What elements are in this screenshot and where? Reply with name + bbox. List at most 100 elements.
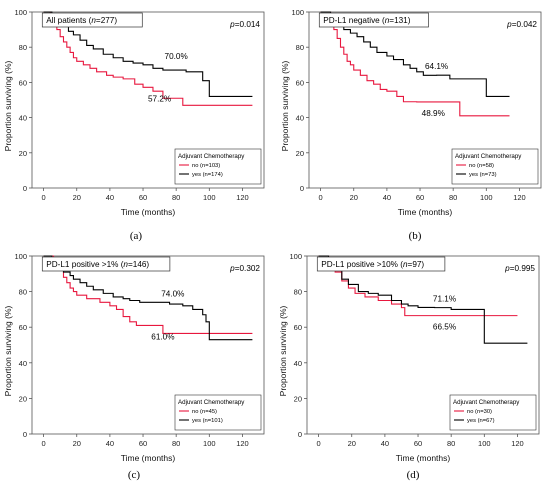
y-tick-label: 40 — [296, 114, 304, 123]
y-tick-label: 80 — [19, 43, 27, 52]
y-axis-label: Proportion surviving (%) — [3, 305, 13, 396]
y-axis-label: Proportion surviving (%) — [278, 305, 288, 396]
y-tick-label: 40 — [294, 359, 302, 368]
y-tick-label: 20 — [19, 149, 27, 158]
y-tick-label: 80 — [296, 43, 304, 52]
chart-title: All patients (n=277) — [41, 12, 143, 28]
y-tick-label: 0 — [23, 184, 27, 193]
km-curve-yes — [43, 255, 253, 341]
y-axis-label: Proportion surviving (%) — [280, 60, 290, 151]
legend: Adjuvant Chemotherapy no (n=58) yes (n=73) — [451, 148, 539, 185]
panel-label-c: (c) — [127, 469, 141, 481]
x-tick-label: 0 — [319, 193, 323, 202]
y-tick-label: 60 — [294, 323, 302, 332]
title-text: All patients (n=277) — [46, 16, 117, 25]
legend-entry-no: no (n=45) — [192, 409, 217, 415]
km-curve-no — [43, 255, 253, 334]
title-box — [318, 12, 429, 28]
legend-box — [449, 394, 537, 431]
legend-entry-no: no (n=58) — [469, 163, 494, 169]
x-axis-label: Time (months) — [396, 453, 451, 463]
x-tick-label: 120 — [236, 439, 249, 448]
chart-title: PD-L1 positive >1% (n=146) — [41, 256, 171, 272]
x-tick-label: 40 — [381, 439, 389, 448]
plot-frame — [31, 11, 265, 189]
title-text: PD-L1 negative (n=131) — [323, 16, 410, 25]
legend-box — [174, 148, 262, 185]
survival-annotation: 48.9% — [422, 109, 445, 118]
x-tick-label: 80 — [172, 439, 180, 448]
km-panel-a: 0 20 40 60 80 100 0 20 40 60 80 100 120 Time (months)… — [0, 0, 275, 244]
km-panel-d: 0 20 40 60 80 100 0 20 40 60 80 100 120 Time (months)… — [275, 244, 550, 489]
legend-title: Adjuvant Chemotherapy — [455, 153, 522, 160]
chart-title: PD-L1 positive >10% (n=97) — [316, 256, 446, 272]
x-tick-label: 40 — [106, 193, 114, 202]
survival-annotation: 70.0% — [165, 52, 188, 61]
y-tick-label: 60 — [19, 323, 27, 332]
panel-label-d: (d) — [406, 469, 420, 481]
x-tick-label: 20 — [348, 439, 356, 448]
y-tick-label: 0 — [23, 430, 27, 439]
legend: Adjuvant Chemotherapy no (n=103) yes (n=17… — [174, 148, 262, 185]
y-tick-label: 0 — [298, 430, 302, 439]
title-box — [41, 256, 171, 272]
plot-frame — [31, 255, 265, 435]
x-tick-label: 120 — [511, 439, 524, 448]
title-box — [41, 12, 143, 28]
x-tick-label: 0 — [42, 439, 46, 448]
legend-title: Adjuvant Chemotherapy — [178, 399, 245, 406]
legend-title: Adjuvant Chemotherapy — [453, 399, 520, 406]
title-text: PD-L1 positive >1% (n=146) — [46, 260, 149, 269]
title-text: PD-L1 positive >10% (n=97) — [321, 260, 424, 269]
x-tick-label: 80 — [449, 193, 457, 202]
x-tick-label: 100 — [478, 439, 491, 448]
x-tick-label: 20 — [73, 193, 81, 202]
x-tick-label: 20 — [350, 193, 358, 202]
legend-box — [451, 148, 539, 185]
y-tick-label: 60 — [19, 78, 27, 87]
legend-box — [174, 394, 262, 431]
x-tick-label: 20 — [73, 439, 81, 448]
y-tick-label: 40 — [19, 359, 27, 368]
x-tick-label: 80 — [172, 193, 180, 202]
y-tick-label: 0 — [300, 184, 304, 193]
km-curve-yes — [320, 11, 510, 98]
legend-title: Adjuvant Chemotherapy — [178, 153, 245, 160]
km-chart-a: 0 20 40 60 80 100 0 20 40 60 80 100 120 Time (months)… — [3, 8, 265, 217]
survival-annotation: 74.0% — [161, 289, 184, 298]
x-tick-label: 40 — [106, 439, 114, 448]
x-tick-label: 60 — [139, 193, 147, 202]
x-tick-label: 100 — [480, 193, 493, 202]
x-axis-label: Time (months) — [121, 207, 176, 217]
y-tick-label: 100 — [289, 252, 302, 261]
x-axis-label: Time (months) — [398, 207, 453, 217]
survival-annotation: 57.2% — [148, 94, 171, 103]
y-tick-label: 80 — [294, 288, 302, 297]
y-axis-label: Proportion surviving (%) — [3, 60, 13, 151]
y-tick-label: 80 — [19, 288, 27, 297]
x-tick-label: 100 — [203, 439, 216, 448]
km-panel-b: 0 20 40 60 80 100 0 20 40 60 80 100 120 Time (months)… — [275, 0, 550, 244]
chart-title: PD-L1 negative (n=131) — [318, 12, 429, 28]
y-tick-label: 20 — [19, 394, 27, 403]
legend-entry-yes: yes (n=174) — [192, 172, 223, 178]
x-tick-label: 0 — [42, 193, 46, 202]
y-tick-label: 100 — [14, 8, 27, 17]
x-tick-label: 100 — [203, 193, 216, 202]
plot-frame — [308, 11, 542, 189]
survival-annotation: 64.1% — [425, 62, 448, 71]
title-box — [316, 256, 446, 272]
p-value: p=0.302 — [229, 264, 260, 273]
km-chart-c: 0 20 40 60 80 100 0 20 40 60 80 100 120 Time (months)… — [3, 252, 265, 463]
p-value: p=0.042 — [506, 20, 537, 29]
y-tick-label: 20 — [296, 149, 304, 158]
legend: Adjuvant Chemotherapy no (n=30) yes (n=67) — [449, 394, 537, 431]
x-tick-label: 60 — [416, 193, 424, 202]
legend-entry-yes: yes (n=101) — [192, 418, 223, 424]
km-curve-no — [320, 11, 510, 117]
x-tick-label: 60 — [139, 439, 147, 448]
legend-entry-no: no (n=30) — [467, 409, 492, 415]
x-tick-label: 40 — [383, 193, 391, 202]
legend-entry-yes: yes (n=67) — [467, 418, 495, 424]
km-chart-d: 0 20 40 60 80 100 0 20 40 60 80 100 120 Time (months)… — [278, 252, 540, 463]
